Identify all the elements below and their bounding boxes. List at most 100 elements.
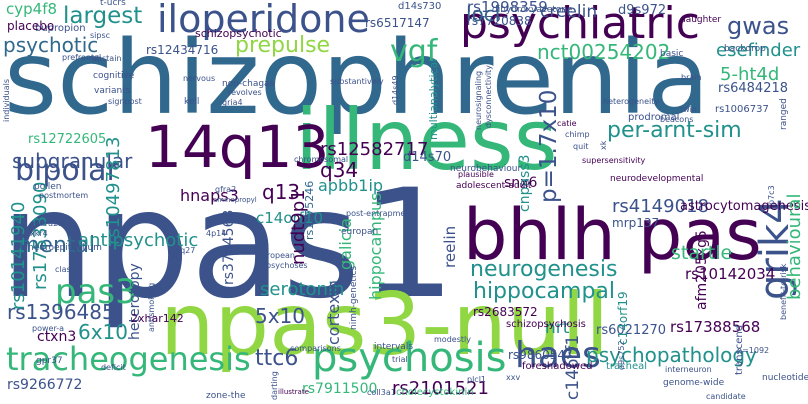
word-xk: quit [573, 142, 589, 151]
word-ctxn3: ctxn3 [37, 329, 77, 345]
word-gfra2: 4p14 [206, 229, 227, 238]
word-hippocampal: hippocampal [473, 279, 616, 304]
word-4p14: 4q27 [175, 246, 196, 255]
word-daughter: dihydroxyacetone [492, 5, 573, 15]
word-europan: post-entrapment [346, 209, 414, 218]
word-antipsychotic: antipsychotic [78, 230, 199, 251]
word-neurobehaviour: schizopsychosis [506, 319, 586, 330]
word-largest: largest [63, 3, 143, 29]
word-psychoses: european [257, 251, 295, 260]
word-astrocytomagenesis: astrocytomagenesis [680, 199, 808, 214]
word-candidate: genome-wide [663, 378, 725, 388]
word-rs17388568: rs17388568 [670, 318, 761, 336]
word-plausible: adolescent-adult [456, 181, 532, 191]
word-multianalytical: multianalytical [427, 58, 440, 140]
word-kell: gria4 [222, 98, 243, 107]
word-behavioural: behavioural [784, 193, 805, 300]
word-chromosomal: neurodevelopmental [610, 174, 704, 184]
word-haes: haes [515, 335, 601, 376]
word-abstain: sipsc [90, 31, 111, 40]
word-q34: q34 [320, 158, 359, 182]
word-schizopsychosis: cholecystokinin [396, 387, 474, 398]
word-bhlh-pas: bhlh pas [463, 194, 762, 276]
word-trial: comparisons [290, 344, 341, 353]
word-5x10: 5x10 [255, 304, 306, 328]
word-d14s49: prefrontal [62, 53, 102, 62]
word-supersensitivity: xk [599, 140, 608, 150]
word-benefit-to-risk: p7c3 [767, 185, 776, 205]
word-psychosis: psychosis [312, 335, 507, 381]
word-darting: chromosomal [294, 155, 349, 164]
word-class: xkr4 [30, 229, 48, 238]
word-d9s972: d9s972 [618, 3, 667, 18]
word-xkr4: adora2a [30, 219, 64, 228]
word-twin: beacons [660, 115, 694, 124]
word-prepulse: prepulse [235, 33, 331, 58]
word-psychiatric: psychiatric [460, 0, 700, 49]
word-spectrum-neurodevelopmental: supersensitivity [582, 156, 646, 165]
word-pollen: interneuron [665, 365, 712, 374]
word-rs6021270: rs6021270 [596, 323, 667, 338]
word-revolves: non-chagas [222, 79, 275, 89]
word-individuals: postmortem [39, 191, 89, 200]
word-heterotopy: heterotopy [127, 263, 143, 340]
word-basic: backdrop [724, 44, 766, 54]
word-substantively: d14s49 [391, 75, 400, 105]
word-transcend: candidate [706, 392, 746, 401]
word-startle: startle [671, 242, 733, 264]
word-genome-wide: plcl1 [467, 375, 487, 384]
word-cognitive: abstain [92, 54, 122, 63]
word-rs7911500: rs7911500 [302, 381, 378, 397]
word-rs9860547: rs9860547 [508, 348, 573, 362]
word-t-ucrs: d14s730 [398, 1, 442, 12]
word-schizophrenia: schizophrenia [4, 19, 710, 138]
word-rs12722605: rs12722605 [28, 132, 107, 147]
word-interneuron: d9s752 [617, 340, 626, 370]
word-rs10141940: rs10141940 [8, 201, 29, 310]
word-cholecystokinin: tracheal [606, 361, 648, 372]
word-2xhar142: 2xhar142 [131, 312, 184, 325]
word-modestly: intervals [374, 342, 414, 352]
word-placebo: basic [660, 49, 684, 59]
word-npas1: npas1 [0, 158, 456, 332]
word-adolescent-adult: neurobehaviour [450, 164, 522, 174]
word-mrp137: mrp137 [612, 216, 660, 230]
word-schizopsychotic: schizopsychotic [195, 27, 282, 40]
word-antismoking: deficit [101, 363, 126, 372]
word-variants: cognitive [93, 71, 135, 81]
word-d14s70: d14s70 [403, 150, 452, 165]
word-nrt: nrt [545, 318, 570, 338]
word-creelin: creelin [540, 2, 598, 22]
word-ranged: brain [681, 73, 702, 82]
word-ttc6: ttc6 [255, 346, 299, 371]
word-nct00254202: nct00254202 [537, 40, 671, 64]
word-p-value: p=1.7x10 [536, 89, 562, 203]
word-galicia: galicia [336, 218, 355, 270]
word-heterogeneity: dysconnectivity [484, 65, 493, 128]
word-tracheogenesis: tracheogenesis [6, 340, 251, 378]
word-brain: twin [680, 105, 697, 114]
word-gpr37: power-a [32, 324, 65, 333]
word-reelin: reelin [441, 225, 459, 268]
word-snx6: snx6 [504, 175, 538, 191]
word-nucleotide: benefit-to-risk [779, 263, 788, 320]
word-iloperidone: iloperidone [157, 0, 370, 41]
word-frontiers: xxv [506, 373, 521, 382]
word-nimh-genetics: antismoking [147, 282, 156, 332]
word-adora2a: neuroepithelium [28, 243, 102, 253]
word-rs12434716: rs12434716 [146, 43, 219, 57]
word-rs1006737: rs1006737 [715, 104, 769, 115]
word-neurosignaling: substantively [330, 77, 384, 86]
word-loci: loci [466, 2, 501, 26]
word-rs12582717: rs12582717 [320, 139, 429, 160]
word-beacons: heterogeneity [603, 97, 660, 106]
word-rs6517147: rs6517147 [365, 16, 430, 30]
word-npas3-null: npas3-null [160, 275, 610, 375]
word-c14orf19: c14orf19 [616, 291, 630, 345]
word-6x10: 6x10 [78, 320, 129, 344]
word-gwas: gwas [727, 12, 790, 40]
word-n-1092: nucleotide [762, 373, 808, 383]
word-rs2683572: rs2683572 [473, 305, 538, 319]
word-gria4: revolves [228, 88, 262, 97]
